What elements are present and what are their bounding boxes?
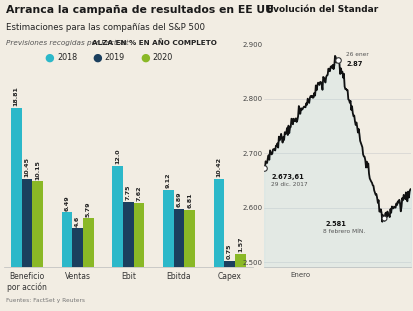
Bar bbox=[235, 254, 245, 267]
Bar bbox=[123, 202, 133, 267]
Text: 18.81: 18.81 bbox=[14, 86, 19, 106]
Text: ●: ● bbox=[140, 53, 150, 63]
Bar bbox=[133, 203, 144, 267]
Text: 2020: 2020 bbox=[152, 53, 172, 62]
Bar bbox=[62, 212, 72, 267]
Bar bbox=[21, 179, 32, 267]
Text: 12.0: 12.0 bbox=[115, 148, 120, 164]
Text: ●: ● bbox=[92, 53, 102, 63]
Bar bbox=[11, 108, 21, 267]
Text: 10.45: 10.45 bbox=[24, 157, 29, 177]
Text: 29 dic. 2017: 29 dic. 2017 bbox=[271, 182, 307, 187]
Text: 26 ener: 26 ener bbox=[346, 52, 368, 58]
Text: Fuentes: FactSet y Reuters: Fuentes: FactSet y Reuters bbox=[6, 298, 85, 303]
Text: 7.75: 7.75 bbox=[126, 184, 131, 200]
Text: 6.49: 6.49 bbox=[64, 195, 69, 211]
Bar bbox=[213, 179, 224, 267]
Text: 6.81: 6.81 bbox=[187, 193, 192, 208]
Bar bbox=[173, 209, 184, 267]
Text: Previsiones recogidas por FactSet: Previsiones recogidas por FactSet bbox=[6, 39, 128, 46]
Text: 2.581: 2.581 bbox=[325, 221, 346, 227]
Text: 10.42: 10.42 bbox=[216, 157, 221, 177]
Text: 2.87: 2.87 bbox=[346, 61, 362, 67]
Text: 6.89: 6.89 bbox=[176, 192, 181, 207]
Bar bbox=[112, 166, 123, 267]
Text: 10.15: 10.15 bbox=[35, 160, 40, 180]
Text: 5.79: 5.79 bbox=[85, 201, 90, 217]
Text: 9.12: 9.12 bbox=[166, 173, 171, 188]
Bar bbox=[83, 218, 93, 267]
Text: 2.673,61: 2.673,61 bbox=[271, 174, 304, 180]
Text: 2019: 2019 bbox=[104, 53, 124, 62]
Text: ALZA EN % EN AÑO COMPLETO: ALZA EN % EN AÑO COMPLETO bbox=[92, 39, 216, 46]
Text: Arranca la campaña de resultados en EE UU: Arranca la campaña de resultados en EE U… bbox=[6, 5, 273, 15]
Text: ●: ● bbox=[45, 53, 55, 63]
Text: 8 febrero MÍN.: 8 febrero MÍN. bbox=[322, 229, 364, 234]
Text: 7.62: 7.62 bbox=[136, 185, 141, 201]
Bar bbox=[72, 229, 83, 267]
Text: Estimaciones para las compañías del S&P 500: Estimaciones para las compañías del S&P … bbox=[6, 23, 205, 32]
Text: 1.57: 1.57 bbox=[237, 237, 242, 253]
Bar bbox=[163, 190, 173, 267]
Bar bbox=[32, 181, 43, 267]
Bar bbox=[224, 261, 235, 267]
Text: 2018: 2018 bbox=[57, 53, 77, 62]
Bar bbox=[184, 210, 195, 267]
Text: 0.75: 0.75 bbox=[227, 244, 232, 259]
Text: Evolución del Standar: Evolución del Standar bbox=[266, 5, 377, 14]
Text: 4.6: 4.6 bbox=[75, 216, 80, 227]
